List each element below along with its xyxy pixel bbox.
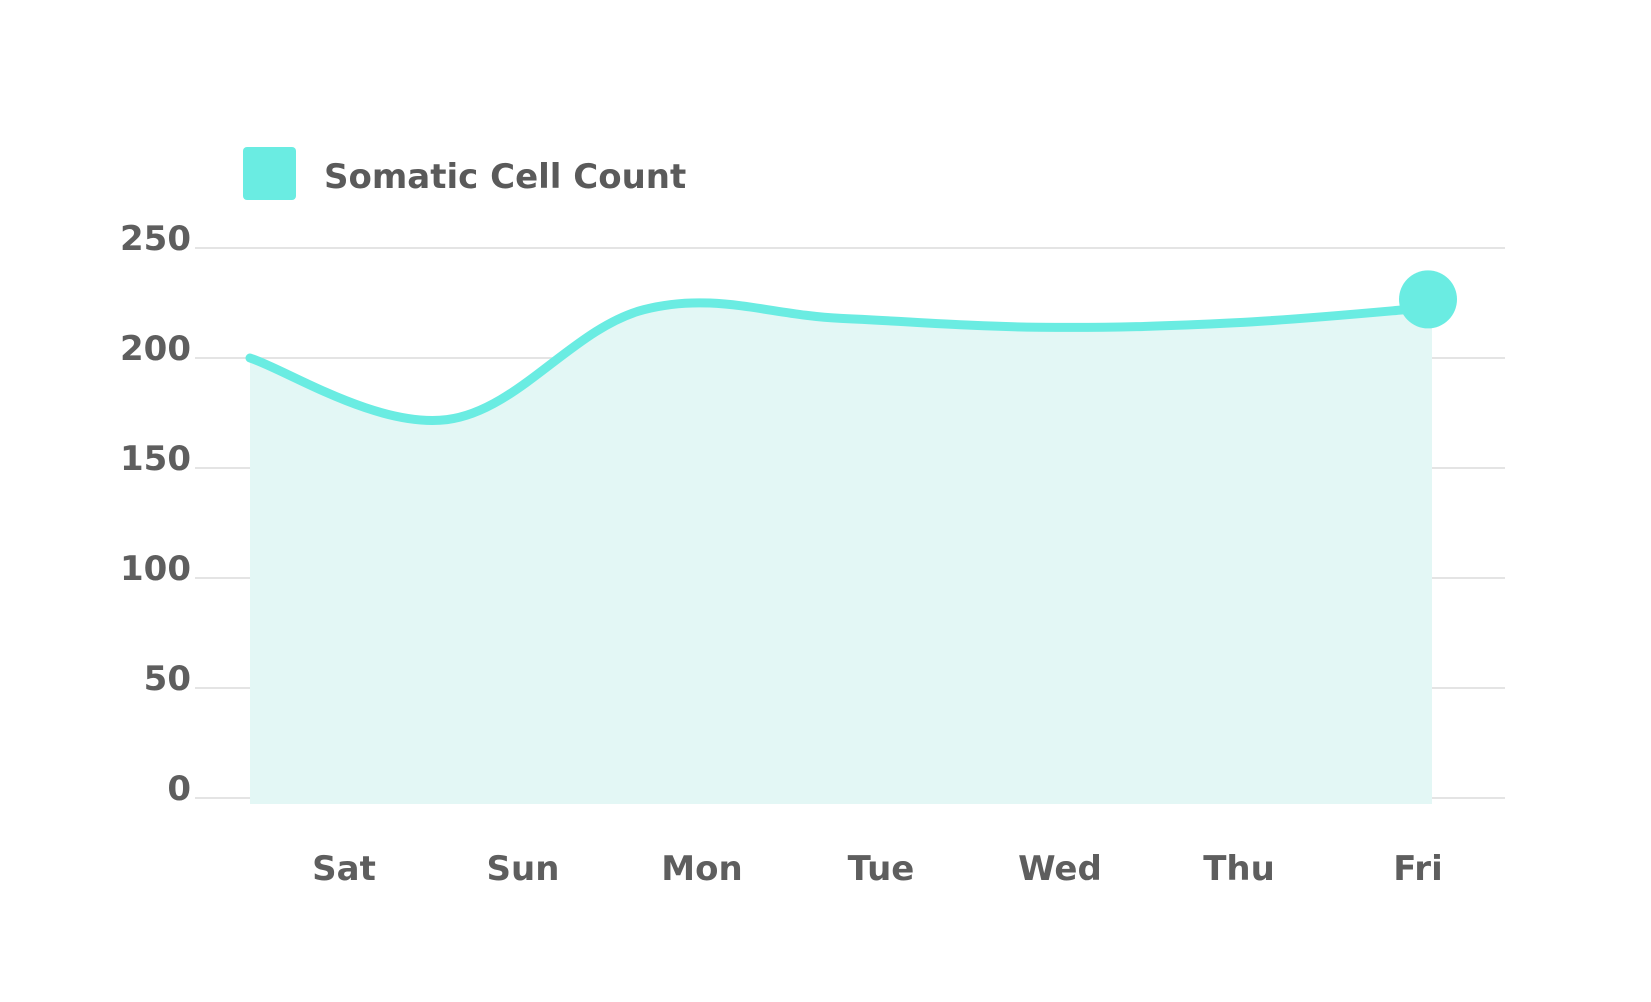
line-layer bbox=[245, 270, 1457, 425]
x-tick-label-sat: Sat bbox=[312, 849, 376, 889]
series-line bbox=[245, 298, 1437, 425]
y-tick-label-50: 50 bbox=[144, 659, 191, 699]
y-tick-label-150: 150 bbox=[120, 439, 191, 479]
x-tick-label-thu: Thu bbox=[1203, 849, 1275, 889]
y-tick-label-0: 0 bbox=[167, 769, 191, 809]
x-tick-label-sun: Sun bbox=[487, 849, 560, 889]
legend-label: Somatic Cell Count bbox=[324, 157, 686, 197]
y-tick-label-250: 250 bbox=[120, 219, 191, 259]
x-tick-label-mon: Mon bbox=[661, 849, 742, 889]
y-tick-label-100: 100 bbox=[120, 549, 191, 589]
x-axis-ticks: Sat Sun Mon Tue Wed Thu Fri bbox=[312, 849, 1443, 889]
y-tick-label-200: 200 bbox=[120, 329, 191, 369]
series-area bbox=[250, 302, 1432, 804]
x-tick-label-tue: Tue bbox=[848, 849, 915, 889]
area-layer bbox=[250, 302, 1432, 804]
legend-swatch bbox=[243, 147, 296, 200]
x-tick-label-wed: Wed bbox=[1018, 849, 1102, 889]
legend: Somatic Cell Count bbox=[243, 147, 686, 200]
y-axis-ticks: 0 50 100 150 200 250 bbox=[120, 219, 191, 809]
series-end-marker[interactable] bbox=[1399, 270, 1457, 329]
x-tick-label-fri: Fri bbox=[1393, 849, 1442, 889]
